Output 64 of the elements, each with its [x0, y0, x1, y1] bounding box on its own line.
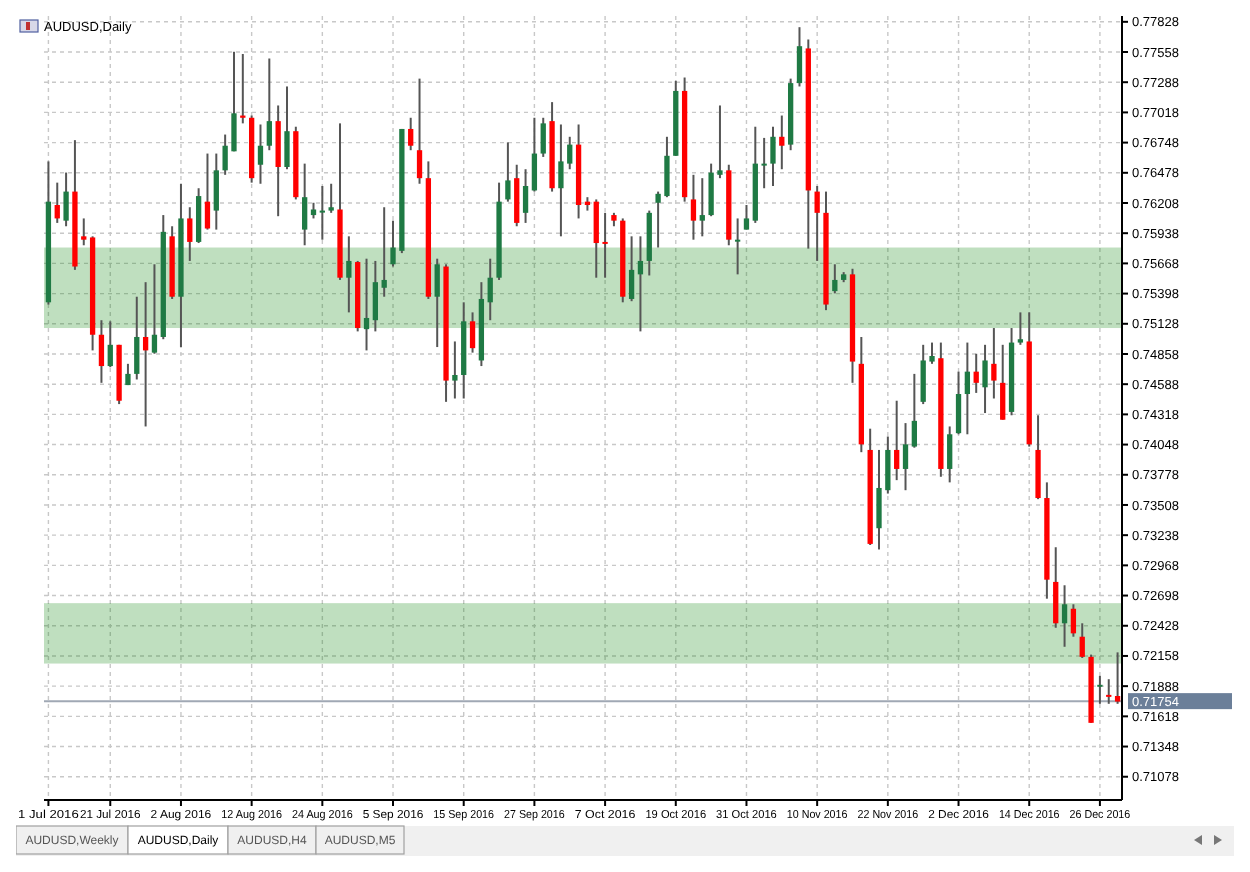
candlestick [699, 177, 705, 238]
candlestick [690, 173, 697, 241]
candlestick [134, 295, 140, 381]
candlestick [408, 116, 414, 152]
candlestick [522, 168, 529, 224]
candlestick [142, 281, 149, 428]
candlestick [266, 57, 272, 152]
candlestick [452, 340, 458, 400]
candlestick [743, 204, 750, 231]
candlestick [213, 152, 219, 231]
candlestick [151, 263, 158, 355]
candlestick [770, 125, 776, 187]
candlestick [637, 235, 644, 333]
candlestick [319, 185, 325, 241]
candlestick [328, 182, 334, 214]
candlestick [973, 352, 979, 394]
candlestick [416, 77, 423, 185]
candlestick [894, 399, 900, 482]
candlestick [876, 448, 882, 551]
candlestick [381, 206, 387, 298]
candlestick [1061, 584, 1068, 648]
candlestick [257, 123, 264, 185]
candlestick [1114, 651, 1121, 705]
candlestick [911, 372, 917, 449]
candlestick [346, 235, 352, 314]
candlestick [779, 114, 785, 171]
candlestick [1070, 603, 1077, 638]
candlestick [487, 257, 493, 322]
candlestick [302, 162, 308, 247]
candlestick [107, 320, 113, 369]
candlestick [991, 327, 997, 400]
candlestick [832, 263, 838, 295]
candlestick [628, 235, 635, 303]
candlestick [1106, 678, 1112, 705]
candlestick [187, 206, 193, 262]
candlestick [902, 422, 909, 492]
candlestick [982, 343, 988, 415]
candlestick [514, 163, 520, 228]
candlestick [204, 152, 211, 231]
candlestick [1097, 674, 1103, 705]
candlestick [1017, 311, 1024, 346]
candlestick [54, 181, 60, 224]
candlestick [955, 370, 962, 436]
candlestick [363, 257, 370, 352]
candlestick [947, 425, 953, 484]
candlestick [63, 171, 69, 228]
candlestick [814, 185, 820, 262]
candlestick [1053, 546, 1059, 629]
candlestick [284, 85, 290, 171]
candlestick [275, 104, 281, 218]
candlestick [734, 217, 741, 276]
candlestick [540, 116, 546, 158]
candlestick [469, 311, 476, 354]
candlestick [195, 187, 202, 245]
candlestick [434, 257, 440, 349]
candlestick [1000, 343, 1006, 421]
candlestick [372, 259, 378, 333]
candlestick [505, 141, 511, 203]
candlestick [98, 319, 105, 384]
candlestick [964, 341, 971, 436]
candlestick [558, 123, 564, 238]
candlestick [531, 116, 538, 193]
candlestick [796, 26, 803, 88]
candlestick [1079, 622, 1085, 659]
